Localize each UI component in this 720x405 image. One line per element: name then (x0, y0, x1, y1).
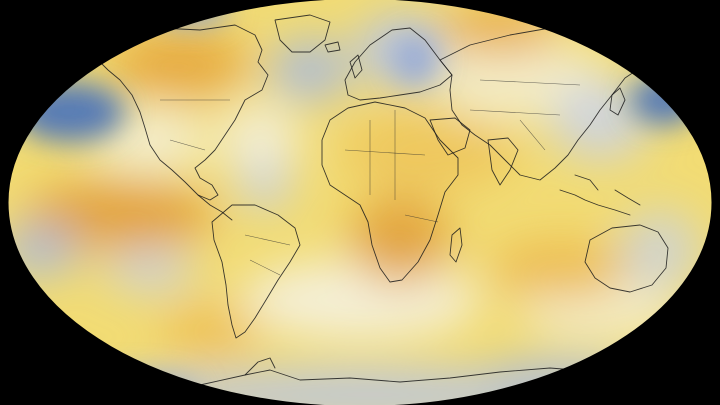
southeast-asia-islands (559, 174, 641, 216)
eastern-pacific-warm-anomaly (25, 180, 215, 250)
north-pacific-cool-anomaly (15, 82, 125, 142)
globe-edge (7, 0, 713, 405)
border-line (344, 149, 426, 156)
south-america-coastline (211, 204, 301, 339)
madagascar-coastline (449, 227, 463, 263)
anomaly-blob (240, 260, 480, 340)
anomaly-blob (340, 110, 520, 190)
india-coastline (487, 137, 519, 186)
anomaly-blob (160, 305, 260, 355)
japan-coastline (609, 87, 626, 116)
anomaly-blob (480, 360, 640, 400)
africa-coastline (321, 101, 459, 283)
alaska-warm-anomaly (110, 30, 250, 100)
antarctic-peninsula-coastline (244, 357, 276, 376)
new-zealand-coastline (681, 289, 696, 313)
border-line (249, 259, 281, 276)
australia-coastline (584, 224, 669, 293)
anomaly-blob (220, 100, 300, 180)
anomaly-blob (490, 240, 630, 300)
border-line (519, 119, 546, 151)
greenland-coastline (274, 14, 331, 53)
anomaly-blob (105, 250, 195, 290)
north-america-coastline (91, 24, 269, 201)
country-borders (160, 79, 581, 276)
anomaly-blob (620, 210, 700, 290)
iceland-coastline (324, 41, 341, 53)
southern-africa-warm-anomaly (350, 195, 450, 285)
anomaly-blob (90, 110, 210, 170)
border-line (469, 109, 561, 116)
north-atlantic-cool-anomaly (270, 40, 350, 100)
continent-outlines (91, 14, 696, 396)
anomaly-blob (440, 5, 560, 55)
anomaly-blob (240, 160, 290, 210)
anomaly-blob (393, 35, 437, 85)
uk-coastline (349, 54, 363, 79)
central-america-coastline (197, 194, 233, 221)
border-line (479, 79, 581, 86)
border-line (169, 139, 206, 151)
border-line (404, 214, 439, 223)
border-line (244, 234, 291, 246)
anomaly-blob (60, 375, 200, 405)
arabian-peninsula-coastline (429, 117, 471, 156)
